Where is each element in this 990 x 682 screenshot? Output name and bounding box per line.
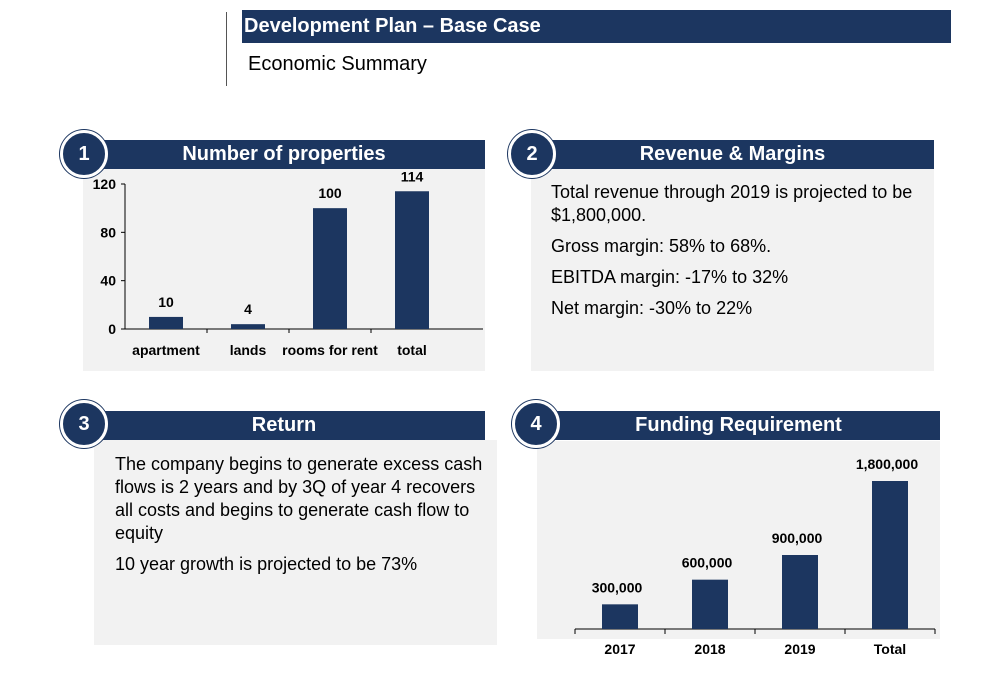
revenue-bullet-list: Total revenue through 2019 is projected … (537, 181, 922, 328)
data-label: 300,000 (592, 579, 643, 595)
funding-panel-header: Funding Requirement (537, 411, 940, 440)
bar (149, 316, 183, 329)
data-label: 114 (401, 168, 424, 184)
x-tick-label: 2017 (604, 641, 635, 657)
x-tick-label: apartment (132, 342, 200, 358)
y-tick-label: 40 (100, 273, 116, 289)
x-tick-label: total (397, 342, 427, 358)
bar (602, 604, 638, 629)
y-tick-label: 120 (93, 176, 117, 192)
revenue-panel (531, 168, 934, 371)
properties-chart: 0 40 80 120 10 apartment 4 lands 100 rooms for re… (93, 168, 483, 358)
bar (231, 324, 265, 329)
return-panel-header: Return (83, 411, 485, 440)
data-label: 4 (244, 301, 252, 317)
y-tick-label: 80 (100, 224, 116, 240)
data-label: 900,000 (772, 530, 823, 546)
list-item: Total revenue through 2019 is projected … (537, 181, 922, 227)
list-item: Net margin: -30% to 22% (537, 297, 922, 320)
panel-number-badge-1: 1 (60, 130, 108, 178)
list-item: EBITDA margin: -17% to 32% (537, 266, 922, 289)
bullet-icon (537, 297, 551, 320)
panel-number-badge-2: 2 (508, 130, 556, 178)
list-item: 10 year growth is projected to be 73% (101, 553, 486, 576)
data-label: 100 (318, 185, 342, 201)
funding-chart: 300,000 2017 600,000 2018 900,000 2019 1,800,0… (574, 456, 936, 657)
bar (395, 191, 429, 329)
bar (782, 555, 818, 629)
x-tick-label: 2018 (694, 641, 725, 657)
x-tick-label: 2019 (784, 641, 815, 657)
y-tick-label: 0 (108, 321, 116, 337)
x-tick-label: lands (230, 342, 267, 358)
page-subtitle: Economic Summary (248, 53, 427, 75)
bar (313, 208, 347, 329)
page-title: Development Plan – Base Case (242, 10, 951, 43)
list-item: Gross margin: 58% to 68%. (537, 235, 922, 258)
bullet-icon (537, 266, 551, 289)
panel-number-badge-4: 4 (512, 400, 560, 448)
header-divider (226, 12, 227, 86)
revenue-panel-header: Revenue & Margins (531, 140, 934, 169)
panel-number-badge-3: 3 (60, 400, 108, 448)
return-bullet-list: The company begins to generate excess ca… (101, 453, 486, 584)
x-tick-label: Total (874, 641, 906, 657)
x-tick-label: rooms for rent (282, 342, 378, 358)
data-label: 10 (158, 294, 174, 310)
bullet-icon (537, 235, 551, 258)
bullet-icon (101, 453, 115, 545)
bullet-icon (101, 553, 115, 576)
properties-panel-header: Number of properties (83, 140, 485, 169)
bar (872, 481, 908, 629)
data-label: 600,000 (682, 555, 733, 571)
list-item: The company begins to generate excess ca… (101, 453, 486, 545)
data-label: 1,800,000 (856, 456, 918, 472)
bullet-icon (537, 181, 551, 227)
return-panel (94, 440, 497, 645)
bar (692, 579, 728, 629)
